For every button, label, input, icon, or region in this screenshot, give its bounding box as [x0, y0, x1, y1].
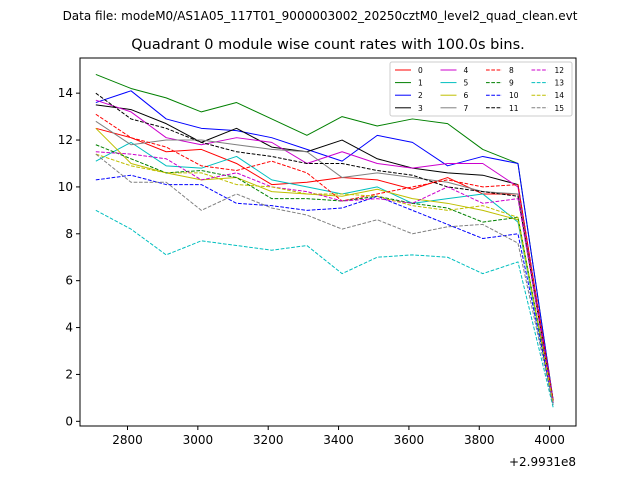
x-offset-label: +2.9931e8 [509, 455, 576, 469]
y-tick-label: 14 [58, 86, 73, 100]
series-line-13 [95, 209, 554, 408]
legend-label: 2 [418, 91, 423, 100]
x-tick-label: 3000 [183, 433, 214, 447]
legend-label: 11 [509, 104, 519, 113]
series-line-4 [95, 99, 554, 401]
legend-label: 9 [509, 79, 514, 88]
series-line-10 [95, 174, 554, 403]
series-line-7 [95, 120, 554, 403]
series-line-11 [95, 92, 554, 403]
series-line-15 [95, 153, 554, 406]
y-tick-label: 4 [65, 321, 73, 335]
legend-label: 5 [464, 79, 469, 88]
series-line-3 [95, 104, 554, 403]
legend-label: 7 [464, 104, 469, 113]
series-line-1 [95, 73, 554, 401]
y-tick-label: 0 [65, 414, 73, 428]
y-tick-label: 2 [65, 367, 73, 381]
x-tick-label: 3800 [464, 433, 495, 447]
legend-label: 15 [555, 104, 565, 113]
y-tick-label: 10 [58, 180, 73, 194]
series-line-0 [95, 127, 554, 401]
y-tick-label: 12 [58, 133, 73, 147]
series-line-2 [95, 90, 554, 401]
legend-label: 6 [464, 91, 469, 100]
series-line-9 [95, 144, 554, 403]
legend-label: 14 [555, 91, 565, 100]
legend-label: 8 [509, 66, 514, 75]
x-tick-label: 2800 [112, 433, 143, 447]
x-tick-label: 3600 [394, 433, 425, 447]
legend-label: 10 [509, 91, 519, 100]
chart-title: Quadrant 0 module wise count rates with … [131, 37, 525, 53]
legend-label: 12 [555, 66, 565, 75]
y-tick-label: 6 [65, 274, 73, 288]
suptitle: Data file: modeM0/AS1A05_117T01_90000030… [63, 9, 578, 23]
legend-box [389, 61, 573, 117]
x-tick-label: 3400 [323, 433, 354, 447]
series-line-14 [95, 153, 554, 403]
legend-label: 13 [555, 79, 565, 88]
series-layer [95, 73, 554, 408]
legend-label: 4 [464, 66, 469, 75]
series-line-8 [95, 113, 554, 401]
x-tick-label: 4000 [534, 433, 565, 447]
plot-area [79, 57, 577, 427]
series-line-6 [95, 127, 554, 403]
legend-label: 1 [418, 79, 423, 88]
series-line-5 [95, 141, 554, 405]
series-line-12 [95, 151, 554, 403]
y-tick-label: 8 [65, 227, 73, 241]
legend-label: 3 [418, 104, 423, 113]
x-tick-label: 3200 [253, 433, 284, 447]
legend-label: 0 [418, 66, 423, 75]
